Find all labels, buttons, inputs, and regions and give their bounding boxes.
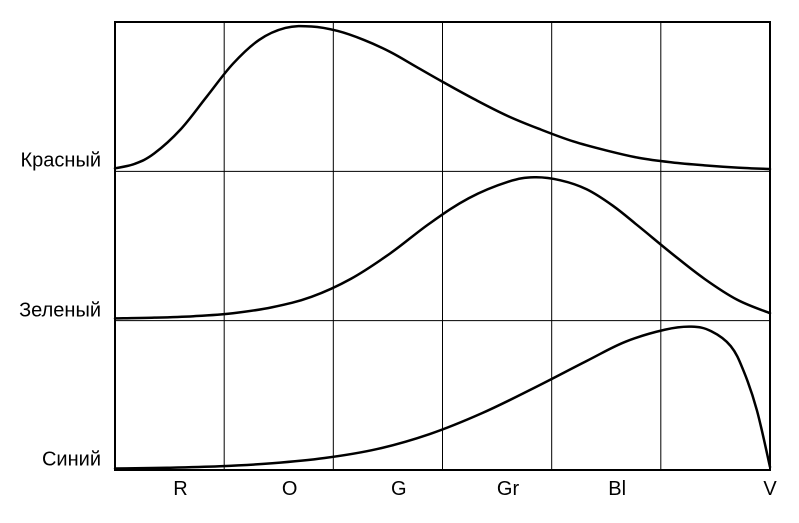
spectral-sensitivity-chart: Красный Зеленый Синий R O G Gr Bl V xyxy=(0,0,799,523)
xlabel-0: R xyxy=(173,478,187,501)
xlabel-5: V xyxy=(763,478,776,501)
xlabel-1: O xyxy=(282,478,298,501)
chart-svg xyxy=(0,0,799,523)
ylabel-1: Зеленый xyxy=(0,299,101,322)
xlabel-3: Gr xyxy=(497,478,519,501)
ylabel-2: Синий xyxy=(0,449,101,472)
ylabel-0: Красный xyxy=(0,150,101,173)
xlabel-2: G xyxy=(391,478,407,501)
xlabel-4: Bl xyxy=(608,478,626,501)
